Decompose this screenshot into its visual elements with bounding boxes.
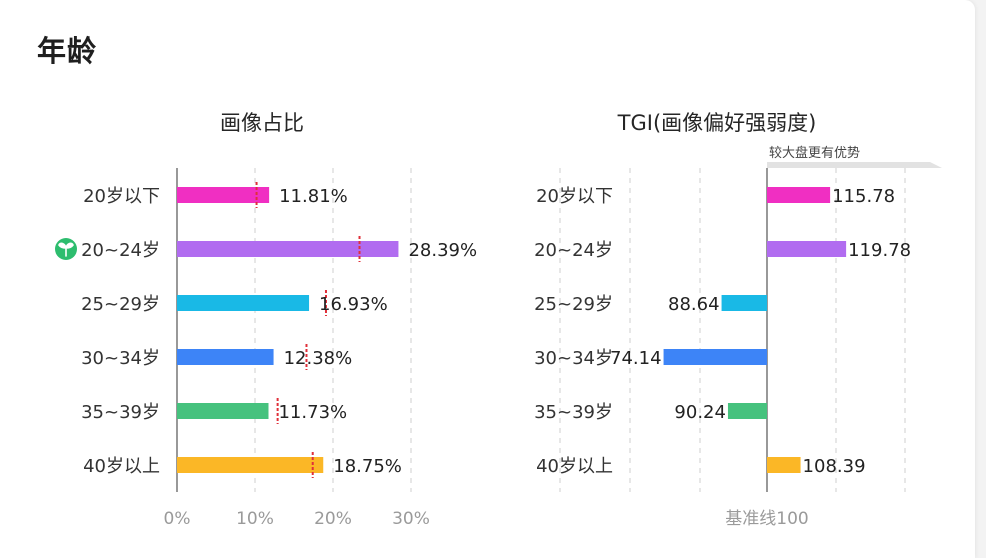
x-tick-label: 30% [392, 509, 430, 529]
bar [177, 403, 269, 419]
section-title: 年龄 [37, 34, 98, 68]
data-label: 12.38% [284, 348, 353, 369]
data-label: 108.39 [803, 456, 866, 477]
share-chart-title: 画像占比 [220, 111, 304, 135]
x-tick-label: 20% [314, 509, 352, 529]
share-chart: 0% 10% 20% 30% 20岁以下 11.81% 20~24岁 28.39% 25~29岁… [55, 168, 477, 529]
bar [727, 403, 767, 419]
category-label: 40岁以上 [536, 456, 613, 477]
category-label: 20~24岁 [534, 240, 613, 261]
advantage-label: 较大盘更有优势 [769, 145, 860, 161]
sprout-icon [55, 238, 77, 260]
category-label: 25~29岁 [81, 294, 160, 315]
data-label: 18.75% [333, 456, 402, 477]
category-label: 35~39岁 [81, 402, 160, 423]
bar [177, 241, 399, 257]
data-label: 119.78 [848, 240, 911, 261]
category-label: 40岁以上 [83, 456, 160, 477]
bar [177, 349, 274, 365]
tgi-chart-title: TGI(画像偏好强弱度) [617, 111, 817, 135]
data-label: 28.39% [408, 240, 477, 261]
bar [767, 187, 831, 203]
sprout-icon-glyph [58, 242, 74, 257]
bar [177, 457, 324, 473]
category-label: 30~34岁 [81, 348, 160, 369]
category-label: 25~29岁 [534, 294, 613, 315]
category-label: 20~24岁 [81, 240, 160, 261]
bar [767, 241, 847, 257]
category-label: 20岁以下 [83, 186, 160, 207]
category-label: 20岁以下 [536, 186, 613, 207]
bar [177, 187, 270, 203]
bar [663, 349, 767, 365]
data-label: 11.81% [279, 186, 348, 207]
baseline-label: 基准线100 [725, 509, 808, 529]
data-label: 74.14 [610, 348, 662, 369]
x-tick-label: 0% [164, 509, 191, 529]
data-label: 16.93% [319, 294, 388, 315]
category-label: 30~34岁 [534, 348, 613, 369]
data-label: 88.64 [668, 294, 720, 315]
tgi-chart: 基准线100 较大盘更有优势 20岁以下 115.78 20~24岁 119.78 25~2… [534, 145, 942, 529]
bar [177, 295, 310, 311]
advantage-arrow [767, 162, 942, 168]
data-label: 90.24 [674, 402, 726, 423]
data-label: 11.73% [278, 402, 347, 423]
bar [721, 295, 767, 311]
data-label: 115.78 [832, 186, 895, 207]
category-label: 35~39岁 [534, 402, 613, 423]
x-tick-label: 10% [236, 509, 274, 529]
bar [767, 457, 801, 473]
